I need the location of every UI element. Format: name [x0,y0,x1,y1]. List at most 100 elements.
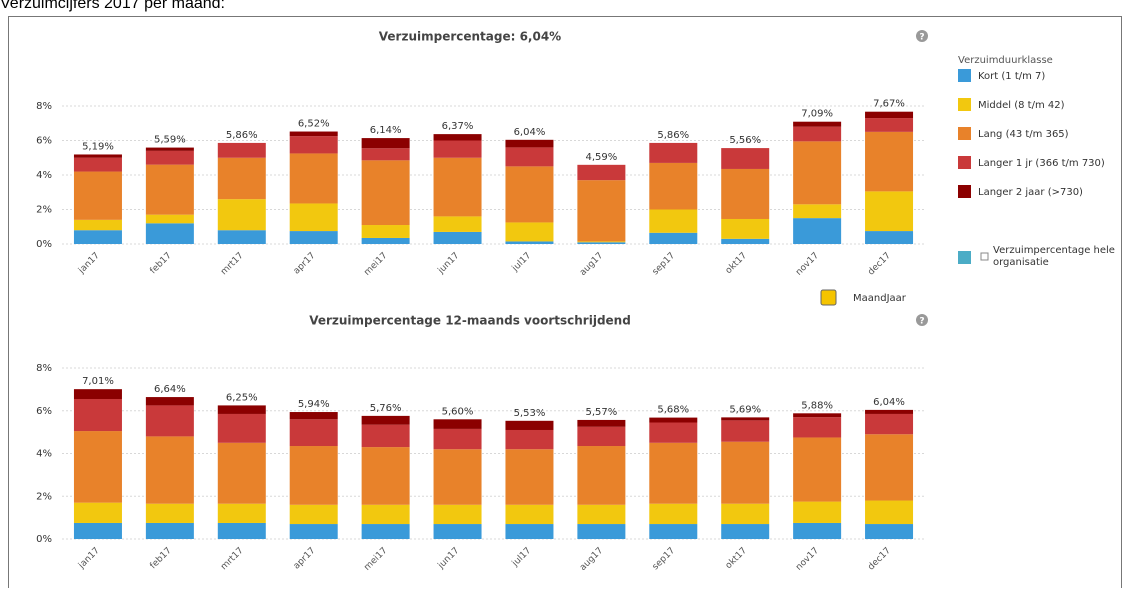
bar-segment [145,436,194,504]
bar-segment [361,237,410,244]
total-label: 5,68% [657,405,689,416]
y-tick-label: 4% [36,170,52,181]
y-tick-label: 2% [36,491,52,502]
bar-segment [505,524,554,539]
total-label: 6,64% [154,384,186,395]
bar-segment [865,131,914,192]
legend-label: Kort (1 t/m 7) [978,71,1045,82]
bar-segment [577,164,626,181]
y-tick-label: 4% [36,449,52,460]
total-label: 5,56% [729,135,761,146]
bar-segment [433,524,482,539]
bar-segment [289,419,338,447]
bar-segment [721,168,770,219]
help-glyph: ? [919,33,924,43]
bar-segment [793,126,842,142]
toggle-icon[interactable] [820,289,837,306]
bar-segment [865,191,914,232]
bar-segment [721,420,770,442]
bar-segment [433,428,482,450]
bar-segment [289,504,338,525]
bar-segment [505,504,554,525]
bar-segment [145,164,194,215]
bar-segment [145,405,194,437]
legend-label: Langer 1 jr (366 t/m 730) [978,158,1105,169]
bar-segment [217,405,266,414]
checkbox[interactable] [980,252,989,261]
total-label: 6,52% [298,119,330,130]
bar-segment [73,398,122,432]
bar-segment [433,140,482,158]
total-label: 5,86% [657,130,689,141]
total-label: 5,86% [226,130,258,141]
total-label: 6,14% [370,125,402,136]
bar-segment [721,441,770,504]
bar-segment [145,223,194,244]
total-label: 5,59% [154,135,186,146]
bar-segment [433,449,482,505]
bar-segment [361,447,410,505]
bar-segment [577,180,626,242]
help-icon[interactable] [916,314,928,326]
bar-segment [649,524,698,539]
bar-segment [433,504,482,525]
total-label: 5,19% [82,141,114,152]
total-label: 5,76% [370,403,402,414]
total-label: 5,57% [585,407,617,418]
bar-segment [217,503,266,523]
bar-segment [361,424,410,448]
bar-segment [217,230,266,244]
bar-segment [217,522,266,539]
y-tick-label: 8% [36,101,52,112]
bar-segment [793,413,842,418]
bar-segment [505,429,554,450]
bar-segment [361,504,410,525]
bar-segment [73,389,122,399]
bar-segment [289,446,338,505]
bar-segment [649,422,698,443]
bar-segment [793,417,842,438]
bar-segment [73,157,122,172]
toggle-label[interactable]: MaandJaar [853,293,907,304]
legend-label: Lang (43 t/m 365) [978,129,1069,140]
bar-segment [721,417,770,421]
legend-label-line: Verzuimpercentage hele [993,245,1115,256]
bar-segment [577,446,626,505]
bar-segment [649,503,698,525]
bar-segment [73,154,122,158]
bar-segment [361,138,410,149]
bar-segment [73,219,122,231]
chart-title: Verzuimpercentage 12-maands voortschrijd… [309,314,631,328]
bar-segment [577,524,626,539]
total-label: 7,09% [801,109,833,120]
bar-segment [145,150,194,165]
legend-swatch [958,98,971,111]
bar-segment [145,503,194,523]
bar-segment [217,442,266,504]
bar-segment [865,111,914,119]
bar-segment [577,426,626,447]
bar-segment [289,203,338,232]
help-icon[interactable] [916,30,928,42]
total-label: 6,25% [226,392,258,403]
bar-segment [577,504,626,525]
bar-segment [505,222,554,242]
legend-label[interactable]: Verzuimpercentage hele organisatie [993,245,1115,268]
bar-segment [145,214,194,224]
bar-segment [361,160,410,226]
bar-segment [721,148,770,169]
bar-segment [793,522,842,539]
bar-segment [145,147,194,151]
bar-segment [793,141,842,205]
bar-segment [361,524,410,539]
bar-segment [577,419,626,427]
help-glyph: ? [919,317,924,327]
bar-segment [289,524,338,539]
bar-segment [865,409,914,414]
bar-segment [433,134,482,141]
bar-segment [289,231,338,244]
total-label: 4,59% [585,152,617,163]
bar-segment [361,148,410,161]
bar-segment [73,171,122,220]
bar-segment [73,230,122,244]
